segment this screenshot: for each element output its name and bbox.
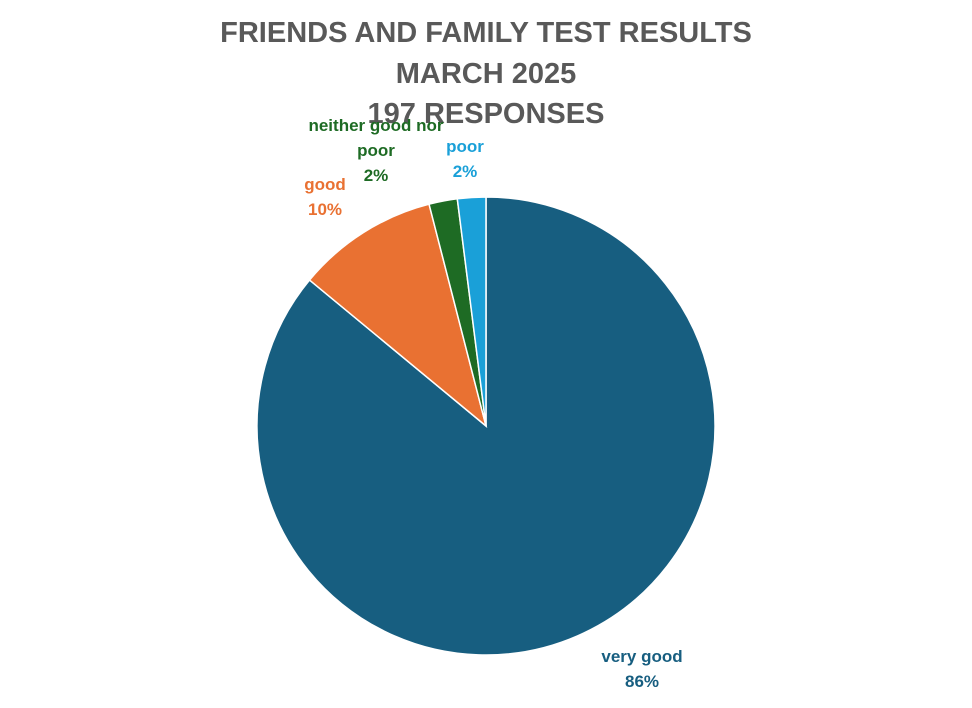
category-label: good [304,175,346,194]
category-label: poor [446,137,484,156]
value-label: 86% [624,672,660,691]
chart-title: 197 RESPONSES [367,98,605,130]
data-label: very good 86% [572,644,712,694]
data-label: good 10% [275,172,375,222]
value-label: 2% [363,166,389,185]
chart-title: FRIENDS AND FAMILY TEST RESULTS [220,17,752,49]
data-label: poor 2% [425,134,505,184]
value-label: 2% [452,162,478,181]
pie-slice [308,203,488,429]
category-label: very good [601,647,683,666]
value-label: 10% [307,200,343,219]
chart-title: MARCH 2025 [395,58,577,90]
data-label: neither good nor poor 2% [301,113,451,188]
pie-slice [456,196,487,427]
category-label: neither good nor poor [308,116,444,160]
